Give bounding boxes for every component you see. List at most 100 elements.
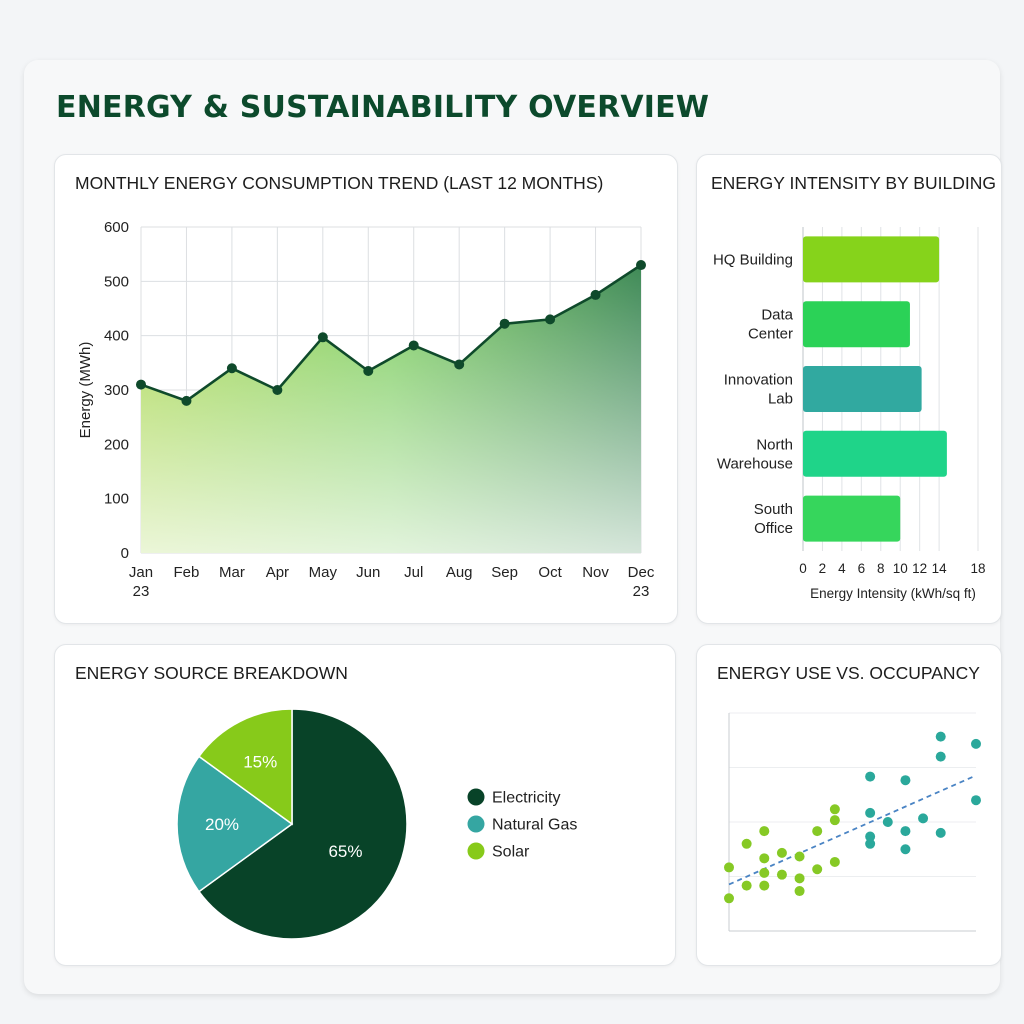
x-tick-label: 12: [912, 561, 927, 576]
source-breakdown-chart: 65% 20% 15% Electricity Natural Gas Solar: [176, 708, 577, 940]
occupancy-title: ENERGY USE VS. OCCUPANCY: [717, 663, 980, 683]
scatter-point: [935, 731, 946, 742]
x-tick-label: 10: [893, 561, 908, 576]
scatter-point: [935, 751, 946, 762]
scatter-point: [776, 869, 787, 880]
legend-label: Electricity: [492, 790, 560, 807]
bar: [803, 301, 910, 348]
scatter-point: [829, 804, 840, 815]
category-label: South Office: [754, 501, 793, 537]
legend-swatch: [467, 815, 485, 833]
occupancy-chart: [724, 712, 981, 932]
intensity-title: ENERGY INTENSITY BY BUILDING: [711, 173, 996, 193]
x-tick-label: Mar: [219, 564, 245, 581]
pie-value-label: 65%: [328, 842, 362, 861]
bar: [803, 430, 947, 477]
x-tick-label: Aug: [446, 564, 473, 581]
consumption-trend-panel: MONTHLY ENERGY CONSUMPTION TREND (LAST 1…: [54, 154, 678, 624]
x-tick-label: Jun: [356, 564, 380, 581]
scatter-point: [759, 880, 770, 891]
scatter-point: [812, 864, 823, 875]
scatter-point: [741, 838, 752, 849]
y-tick-label: 600: [104, 219, 129, 236]
scatter-point: [900, 775, 911, 786]
y-tick-label: 400: [104, 328, 129, 345]
data-point: [136, 379, 146, 390]
data-point: [272, 385, 283, 395]
scatter-point: [741, 880, 752, 891]
y-tick-label: 0: [121, 545, 129, 562]
legend-label: Solar: [492, 844, 530, 861]
scatter-point: [759, 853, 770, 864]
intensity-chart: HQ Building Data Center Innovation Lab North W…: [713, 227, 986, 601]
scatter-point: [812, 826, 823, 837]
scatter-point: [794, 873, 805, 884]
scatter-point: [865, 838, 876, 849]
data-point: [636, 260, 646, 271]
x-tick-label: 14: [932, 561, 948, 576]
legend-swatch: [467, 842, 485, 860]
scatter-point: [724, 893, 734, 904]
pie-slice-natural-gas: [176, 755, 294, 893]
scatter-point: [724, 862, 734, 873]
scatter-point: [865, 831, 876, 842]
consumption-trend-title: MONTHLY ENERGY CONSUMPTION TREND (LAST 1…: [75, 173, 604, 193]
x-tick-label: 8: [877, 561, 885, 576]
pie-slice-solar: [197, 708, 293, 826]
x-tick-label: May: [309, 564, 338, 581]
data-point: [499, 318, 510, 329]
scatter-point: [900, 826, 911, 837]
x-tick-label: 18: [970, 561, 985, 576]
x-tick-label: 2: [819, 561, 827, 576]
data-point: [181, 395, 192, 406]
x-tick-label: 0: [799, 561, 807, 576]
occupancy-panel: ENERGY USE VS. OCCUPANCY: [696, 644, 1002, 966]
legend-swatch: [467, 788, 485, 806]
source-breakdown-panel: ENERGY SOURCE BREAKDOWN 65% 20% 15% Electri…: [54, 644, 676, 966]
scatter-point: [865, 807, 876, 818]
scatter-point: [829, 856, 840, 867]
pie-value-label: 20%: [205, 815, 239, 834]
source-breakdown-title: ENERGY SOURCE BREAKDOWN: [75, 663, 348, 683]
area-fade: [141, 265, 641, 553]
y-tick-label: 300: [104, 382, 129, 399]
data-point: [408, 340, 419, 351]
x-tick-label: Oct: [538, 564, 562, 581]
y-tick-label: 200: [104, 436, 129, 453]
data-point: [363, 365, 374, 376]
data-point: [590, 289, 601, 300]
bar: [803, 236, 940, 283]
scatter-point: [865, 771, 876, 782]
bar: [803, 366, 922, 412]
page-title: ENERGY & SUSTAINABILITY OVERVIEW: [56, 90, 710, 125]
x-tick-label: Sep: [491, 564, 518, 581]
y-axis-label: Energy (MWh): [77, 342, 94, 439]
scatter-point: [918, 813, 929, 824]
scatter-point: [776, 847, 787, 858]
x-tick-label: Apr: [266, 564, 289, 581]
category-label: North Warehouse: [717, 436, 793, 472]
scatter-point: [829, 815, 840, 826]
scatter-point: [759, 826, 770, 837]
bar: [803, 495, 901, 542]
scatter-point: [971, 795, 981, 806]
series-line: [140, 263, 642, 403]
dashboard: ENERGY & SUSTAINABILITY OVERVIEW MONTHLY…: [24, 60, 1002, 994]
data-point: [317, 332, 328, 343]
pie-slice-electricity: [197, 708, 408, 940]
scatter-point: [794, 886, 805, 897]
scatter-point: [900, 844, 911, 855]
y-tick-label: 100: [104, 491, 129, 508]
x-tick-label: Dec 23: [628, 564, 655, 600]
data-point: [454, 359, 465, 370]
x-tick-label: Jan 23: [129, 564, 153, 600]
data-point: [226, 363, 237, 374]
x-tick-label: 4: [838, 561, 846, 576]
y-tick-label: 500: [104, 273, 129, 290]
scatter-point: [759, 867, 770, 878]
category-label: HQ Building: [713, 251, 793, 268]
x-axis-label: Energy Intensity (kWh/sq ft): [810, 586, 976, 601]
intensity-panel: ENERGY INTENSITY BY BUILDING HQ Building…: [696, 154, 1002, 624]
x-tick-label: Jul: [404, 564, 423, 581]
category-label: Data Center: [748, 307, 794, 343]
